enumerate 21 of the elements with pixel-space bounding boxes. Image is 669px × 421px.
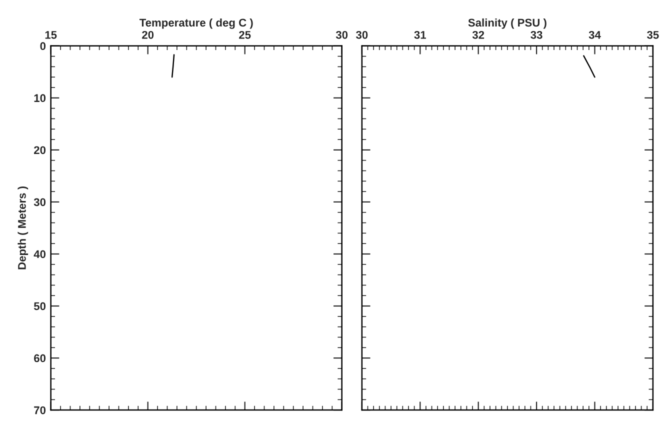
x-tick-label: 34 [588, 30, 601, 39]
y-tick-label: 20 [34, 146, 46, 154]
x-tick-label: 33 [530, 30, 542, 39]
x-tick-label: 35 [647, 30, 659, 39]
x-tick-label: 20 [142, 30, 154, 39]
y-tick-label: 10 [34, 94, 46, 102]
y-tick-label: 50 [34, 302, 46, 310]
x-tick-label: 15 [45, 31, 57, 39]
y-tick-label: 70 [34, 406, 46, 414]
y-tick-label: 0 [40, 42, 46, 50]
x-tick-label: 30 [336, 30, 348, 39]
x-tick-label: 32 [472, 30, 484, 39]
y-tick-label: 60 [34, 354, 46, 362]
x-tick-label: 31 [414, 30, 426, 39]
x-axis-title: Temperature ( deg C ) [139, 18, 253, 29]
y-tick-label: 30 [34, 198, 46, 206]
x-tick-label: 25 [239, 30, 251, 39]
x-tick-label: 30 [356, 30, 368, 39]
y-axis-title: Depth ( Meters ) [18, 186, 28, 270]
y-tick-label: 40 [34, 250, 46, 258]
x-axis-title: Salinity ( PSU ) [468, 18, 546, 29]
